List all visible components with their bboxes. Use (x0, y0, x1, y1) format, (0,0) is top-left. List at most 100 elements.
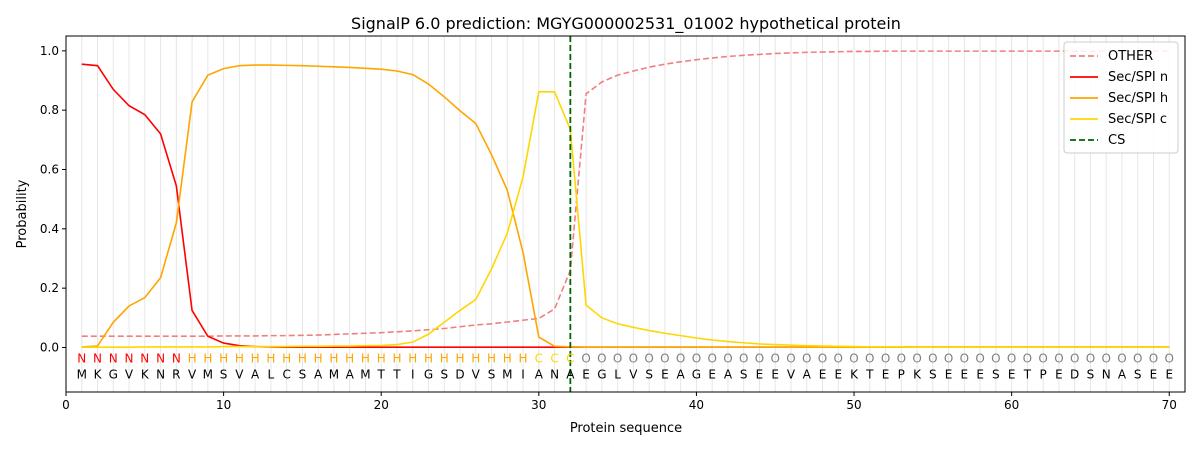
residue-letter: D (1070, 368, 1079, 382)
residue-letter: A (566, 368, 575, 382)
series-line-other (81, 50, 1170, 338)
residue-letter: S (488, 368, 496, 382)
region-label: O (1101, 351, 1110, 365)
region-label: O (1133, 351, 1142, 365)
region-label: H (424, 351, 433, 365)
residue-letter: E (976, 368, 984, 382)
region-label: O (928, 351, 937, 365)
residue-letter: I (521, 368, 525, 382)
residue-letter: E (1150, 368, 1158, 382)
residue-letter: P (898, 368, 905, 382)
region-label: H (282, 351, 291, 365)
residue-letter: N (1102, 368, 1111, 382)
region-label: O (975, 351, 984, 365)
region-label: O (676, 351, 685, 365)
region-label: N (140, 351, 149, 365)
region-label: O (912, 351, 921, 365)
region-label: O (1117, 351, 1126, 365)
region-label: O (1023, 351, 1032, 365)
region-label: H (251, 351, 260, 365)
residue-letter: A (803, 368, 812, 382)
region-label: O (755, 351, 764, 365)
region-label: H (235, 351, 244, 365)
region-label: H (408, 351, 417, 365)
residue-letter: E (819, 368, 827, 382)
x-axis-label: Protein sequence (570, 421, 682, 436)
axis-layer: 0 10 20 30 40 50 60 70 0.0 0.2 0.4 0.6 0.8 1.0 (40, 44, 1177, 412)
plot-frame (65, 35, 1186, 393)
region-label: O (644, 351, 653, 365)
x-tick-label: 10 (216, 398, 231, 412)
residue-letter: I (411, 368, 415, 382)
residue-letter: P (1040, 368, 1047, 382)
grid-layer (81, 36, 1170, 392)
residue-letter: M (360, 368, 370, 382)
residue-letter: K (94, 368, 103, 382)
residue-letter: M (77, 368, 87, 382)
y-tick-label: 0.4 (40, 222, 59, 236)
region-label: H (503, 351, 512, 365)
region-label: N (109, 351, 118, 365)
series-line-sec-spi-h (81, 64, 1170, 349)
region-label: C (550, 351, 558, 365)
residue-letter: E (771, 368, 779, 382)
residue-letter: S (645, 368, 653, 382)
residue-letter: A (535, 368, 544, 382)
region-label: N (172, 351, 181, 365)
x-tick-label: 40 (689, 398, 704, 412)
residue-letter: V (125, 368, 134, 382)
residue-letter: V (235, 368, 244, 382)
region-label: C (535, 351, 543, 365)
residue-letter: V (472, 368, 481, 382)
legend-label: Sec/SPI c (1108, 112, 1167, 127)
region-label: O (849, 351, 858, 365)
residue-letter: K (141, 368, 150, 382)
legend-label: Sec/SPI n (1108, 70, 1168, 85)
region-label: O (818, 351, 827, 365)
residue-letter: T (1023, 368, 1032, 382)
legend-label: CS (1108, 133, 1125, 148)
y-tick-label: 0.8 (40, 103, 59, 117)
residue-letter: V (787, 368, 796, 382)
region-label: H (188, 351, 197, 365)
residue-letter: C (282, 368, 290, 382)
residue-letter: A (677, 368, 686, 382)
region-label: O (1086, 351, 1095, 365)
region-label: H (266, 351, 275, 365)
residue-letter: M (329, 368, 339, 382)
residue-letter: S (740, 368, 748, 382)
residue-letter: E (582, 368, 590, 382)
x-tick-label: 20 (374, 398, 389, 412)
series-line-sec-spi-c (81, 90, 1170, 349)
region-label: H (440, 351, 449, 365)
residue-letter: A (346, 368, 355, 382)
y-tick-label: 1.0 (40, 44, 59, 58)
region-label: H (455, 351, 464, 365)
region-label: O (897, 351, 906, 365)
region-label: H (203, 351, 212, 365)
residue-letter: E (882, 368, 890, 382)
region-label: O (834, 351, 843, 365)
residue-letter: G (692, 368, 701, 382)
residue-letter: T (392, 368, 401, 382)
x-tick-label: 50 (846, 398, 861, 412)
x-tick-label: 0 (62, 398, 70, 412)
residue-letter: A (251, 368, 260, 382)
residue-letter: N (156, 368, 165, 382)
y-axis-label: Probability (15, 179, 30, 248)
residue-letter: K (850, 368, 859, 382)
residue-letter: E (661, 368, 669, 382)
residue-letter: E (708, 368, 716, 382)
region-label: O (802, 351, 811, 365)
residue-letter: E (1008, 368, 1016, 382)
region-label: O (597, 351, 606, 365)
residue-letter: E (961, 368, 969, 382)
residue-letter: S (1087, 368, 1095, 382)
region-label: O (692, 351, 701, 365)
region-label: H (329, 351, 338, 365)
residue-letter: M (502, 368, 512, 382)
region-label: O (944, 351, 953, 365)
residue-letter: M (203, 368, 213, 382)
region-label: O (1054, 351, 1063, 365)
